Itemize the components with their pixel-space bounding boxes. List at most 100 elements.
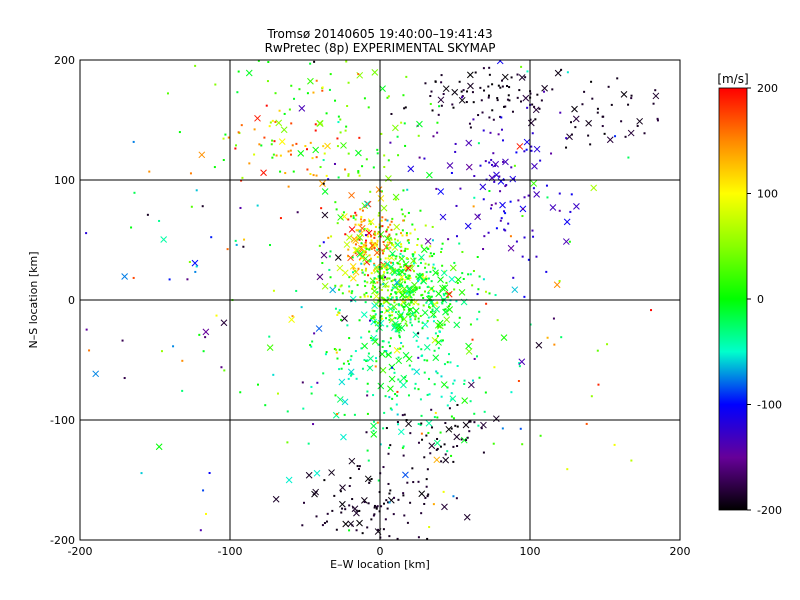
data-point-dot [404,281,407,284]
data-point-dot [421,438,424,441]
data-point-dot [473,175,476,178]
data-point-dot [335,351,338,354]
data-point-dot [373,504,376,507]
data-point-dot [394,330,397,333]
data-point-cross [400,381,407,389]
data-point-cross [288,316,295,323]
data-point-cross [278,138,286,146]
data-point-dot [515,240,518,243]
data-point-dot [478,275,481,278]
data-point-dot [546,336,549,339]
data-point-dot [234,239,237,242]
data-point-dot [382,301,385,304]
data-point-dot [412,312,415,315]
data-point-dot [376,270,379,273]
data-point-cross [463,513,471,521]
data-point-cross [307,77,314,85]
data-point-dot [202,350,205,353]
data-point-dot [353,413,356,416]
data-point-dot [385,499,388,502]
data-point-dot [359,296,362,299]
data-point-cross [370,430,378,438]
data-point-dot [271,156,274,159]
data-point-dot [419,209,422,212]
data-point-dot [399,380,402,383]
data-point-dot [404,267,407,270]
data-point-dot [436,272,439,275]
data-point-dot [434,80,437,83]
data-point-dot [426,393,429,396]
data-point-dot [404,106,407,109]
data-point-dot [518,365,521,368]
data-point-dot [477,114,480,117]
data-point-dot [364,234,367,237]
data-point-dot [500,217,503,220]
data-point-dot [489,207,492,210]
data-point-dot [428,526,431,529]
data-point-dot [431,310,434,313]
data-point-dot [344,233,347,236]
data-point-cross [356,519,363,527]
data-point-cross [451,88,459,96]
data-point-cross [388,375,396,383]
data-point-dot [384,276,387,279]
data-point-dot [376,152,379,155]
data-point-dot [364,246,367,249]
data-point-dot [380,302,383,305]
data-point-dot [312,423,315,426]
data-point-cross [511,286,519,294]
data-point-dot [360,223,363,226]
data-point-dot [371,339,374,342]
data-point-dot [534,118,537,121]
data-point-dot [403,122,406,125]
data-point-cross [155,443,163,451]
data-point-dot [329,250,332,253]
data-point-cross [363,200,371,208]
data-point-dot [306,92,309,95]
data-point-dot [271,119,274,122]
data-point-cross [285,476,293,484]
data-point-dot [381,278,384,281]
data-point-dot [348,529,351,532]
data-point-dot [387,257,390,260]
data-point-dot [395,403,398,406]
data-point-cross [377,319,385,327]
data-point-dot [388,535,391,538]
x-axis-label: E–W location [km] [330,558,430,571]
data-point-dot [358,319,361,322]
data-point-dot [346,255,349,258]
data-point-dot [370,295,373,298]
data-point-dot [372,514,375,517]
data-point-dot [452,106,455,109]
data-point-dot [210,236,213,239]
data-point-dot [365,239,368,242]
colorbar-tick-label: 0 [757,293,764,306]
data-point-dot [558,192,561,195]
data-point-dot [452,382,455,385]
data-point-cross [431,336,439,344]
data-point-dot [432,135,435,138]
data-point-dot [279,170,282,173]
data-point-cross [573,203,580,210]
data-point-dot [322,372,325,375]
data-point-dot [391,217,394,220]
data-point-dot [397,356,400,359]
data-point-dot [360,253,363,256]
data-point-dot [339,131,342,134]
data-point-dot [240,179,243,182]
data-point-dot [268,335,271,338]
data-point-dot [130,226,133,229]
data-point-dot [430,90,433,93]
data-point-dot [367,229,370,232]
data-point-dot [388,255,391,258]
data-point-dot [466,436,469,439]
data-point-cross [446,162,454,169]
data-point-dot [264,404,267,407]
data-point-dot [392,513,395,516]
data-point-dot [456,365,459,368]
data-point-cross [395,357,403,365]
data-point-dot [386,271,389,274]
data-point-dot [426,337,429,340]
data-point-cross [502,158,509,166]
data-point-cross [316,120,324,127]
